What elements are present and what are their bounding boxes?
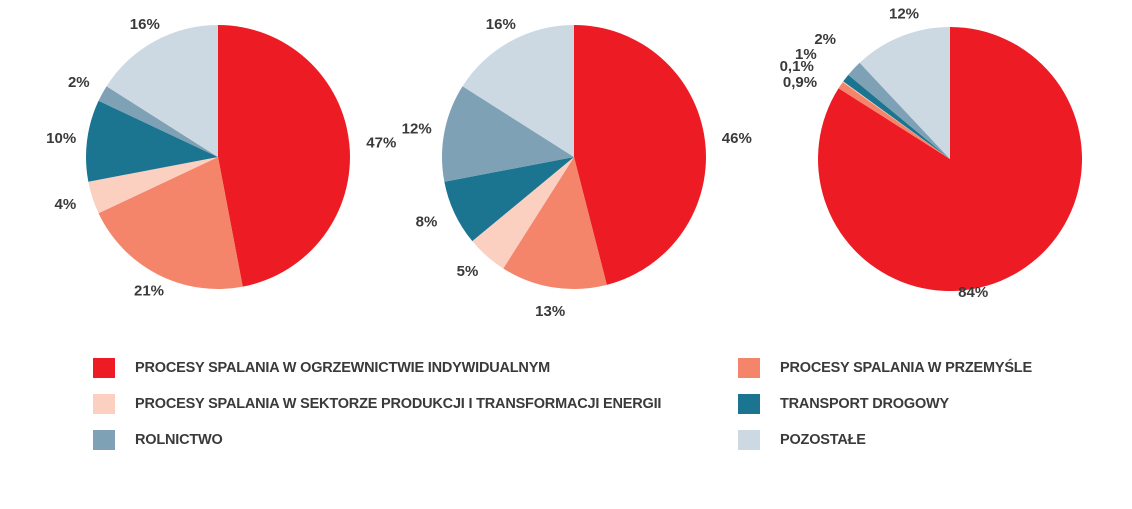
pie-slice xyxy=(818,27,1083,292)
slice-percent-label: 2% xyxy=(68,74,90,91)
legend-swatch xyxy=(738,394,760,414)
slice-percent-label: 16% xyxy=(130,16,160,33)
pie-slice xyxy=(859,27,950,159)
slice-percent-label: 21% xyxy=(134,282,164,299)
pie-slice xyxy=(88,157,218,214)
pie-slice xyxy=(86,100,218,182)
slice-percent-label: 10% xyxy=(46,130,76,147)
legend-item-other: POZOSTAŁE xyxy=(738,430,866,450)
pie-slice xyxy=(574,25,706,285)
legend-label: POZOSTAŁE xyxy=(780,432,866,448)
pie-chart-3: 84% 0,9%0,1%1%2% 12% xyxy=(780,6,1083,301)
legend-label: PROCESY SPALANIA W PRZEMYŚLE xyxy=(780,360,1032,376)
legend-item-heating: PROCESY SPALANIA W OGRZEWNICTWIE INDYWID… xyxy=(93,358,550,378)
legend-label: PROCESY SPALANIA W OGRZEWNICTWIE INDYWID… xyxy=(135,360,551,376)
slice-percent-label: 5% xyxy=(457,263,479,280)
legend-swatch xyxy=(738,358,760,378)
pie-slice xyxy=(106,25,218,157)
slice-percent-label: 12% xyxy=(402,121,432,138)
slice-percent-label: 46% xyxy=(722,130,752,147)
slice-percent-label: 1% xyxy=(795,46,817,63)
pie-slice xyxy=(444,157,574,242)
legend-swatch xyxy=(738,430,760,450)
pie-slice xyxy=(843,74,950,159)
pie-slice xyxy=(842,81,950,159)
legend-swatch xyxy=(93,358,115,378)
legend-item-agriculture: ROLNICTWO xyxy=(93,430,223,450)
legend-item-road-transport: TRANSPORT DROGOWY xyxy=(738,394,949,414)
pie-slice xyxy=(442,86,574,182)
slice-percent-label: 4% xyxy=(55,196,77,213)
pie-charts-area: 47% 21% 4% 10% 2% 16% 46% 13% 5% 8% 12% 16% 84% 0,9%0… xyxy=(46,6,1083,320)
slice-percent-label: 8% xyxy=(416,214,438,231)
slice-percent-label: 0,9% xyxy=(783,74,817,91)
pie-slice xyxy=(98,157,243,289)
legend-label: TRANSPORT DROGOWY xyxy=(780,396,949,412)
legend-item-industry: PROCESY SPALANIA W PRZEMYŚLE xyxy=(738,358,1032,378)
slice-percent-label: 84% xyxy=(958,284,988,301)
pie-slice xyxy=(98,86,218,157)
slice-percent-label: 13% xyxy=(535,303,565,320)
pie-slice xyxy=(503,157,607,289)
pie-chart-1: 47% 21% 4% 10% 2% 16% xyxy=(46,16,396,300)
pie-slice xyxy=(472,157,574,269)
slice-percent-label: 12% xyxy=(889,6,919,23)
pie-slice xyxy=(838,82,950,159)
pie-slice xyxy=(462,25,574,157)
slice-percent-label: 47% xyxy=(366,135,396,152)
legend-item-energy: PROCESY SPALANIA W SEKTORZE PRODUKCJI I … xyxy=(93,394,661,414)
slice-percent-label: 16% xyxy=(486,16,516,33)
slice-percent-label: 2% xyxy=(814,31,836,48)
legend-swatch xyxy=(93,394,115,414)
slice-percent-label: 0,1% xyxy=(780,58,814,75)
pie-slice xyxy=(218,25,350,287)
legend-swatch xyxy=(93,430,115,450)
pie-slice xyxy=(848,62,950,159)
pie-chart-2: 46% 13% 5% 8% 12% 16% xyxy=(402,16,752,320)
legend-label: ROLNICTWO xyxy=(135,432,223,448)
legend-label: PROCESY SPALANIA W SEKTORZE PRODUKCJI I … xyxy=(135,396,662,412)
